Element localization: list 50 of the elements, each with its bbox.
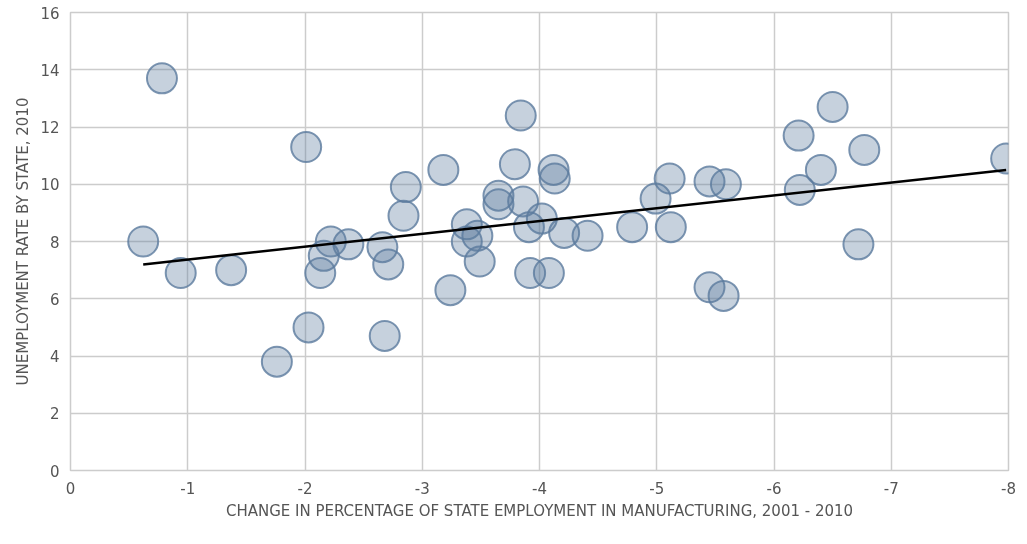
x-tick-label: -3 — [414, 479, 430, 498]
point — [427, 153, 460, 186]
y-tick-label: 12 — [40, 119, 60, 137]
point — [290, 131, 323, 164]
x-tick-label: -1 — [180, 479, 196, 498]
x-axis-title: CHANGE IN PERCENTAGE OF STATE EMPLOYMENT IN MANUFACTURING, 2001 - 2010 — [225, 501, 854, 520]
x-tick-label: -5 — [649, 479, 665, 498]
point — [616, 211, 649, 244]
point — [498, 148, 531, 181]
point — [387, 199, 420, 232]
y-tick-label: 0 — [49, 462, 60, 481]
point — [707, 279, 740, 312]
point — [504, 99, 537, 132]
point — [164, 257, 197, 289]
x-tick-label: -2 — [297, 479, 313, 498]
y-tick-label: 2 — [49, 405, 60, 424]
point — [654, 211, 687, 244]
point — [127, 225, 160, 258]
point — [842, 228, 875, 261]
y-tick-label: 8 — [49, 233, 60, 252]
y-tick-label: 6 — [49, 290, 60, 309]
point — [816, 90, 849, 123]
y-tick-label: 10 — [40, 176, 60, 195]
y-tick-label: 14 — [40, 61, 60, 80]
point — [434, 274, 467, 307]
point — [804, 153, 837, 186]
point — [145, 62, 178, 95]
y-tick-label: 4 — [49, 348, 60, 366]
x-tick-label: -7 — [883, 479, 899, 498]
x-tick-label: -8 — [1001, 479, 1016, 498]
x-tick-label: -6 — [766, 479, 782, 498]
x-tick-label: 0 — [65, 479, 76, 498]
y-axis-title: UNEMPLOYMENT RATE BY STATE, 2010 — [14, 97, 33, 386]
point — [463, 245, 496, 278]
point — [709, 168, 742, 201]
point — [389, 171, 422, 204]
point — [215, 254, 248, 287]
point — [372, 248, 405, 281]
point — [538, 162, 571, 195]
point — [260, 345, 293, 378]
point — [653, 162, 686, 195]
point — [782, 119, 815, 152]
y-tick-label: 16 — [40, 4, 60, 23]
point — [848, 133, 881, 166]
x-tick-label: -4 — [532, 479, 547, 498]
point — [532, 257, 565, 289]
point — [304, 257, 337, 289]
point — [571, 219, 604, 252]
point — [368, 319, 401, 352]
point — [292, 311, 325, 344]
